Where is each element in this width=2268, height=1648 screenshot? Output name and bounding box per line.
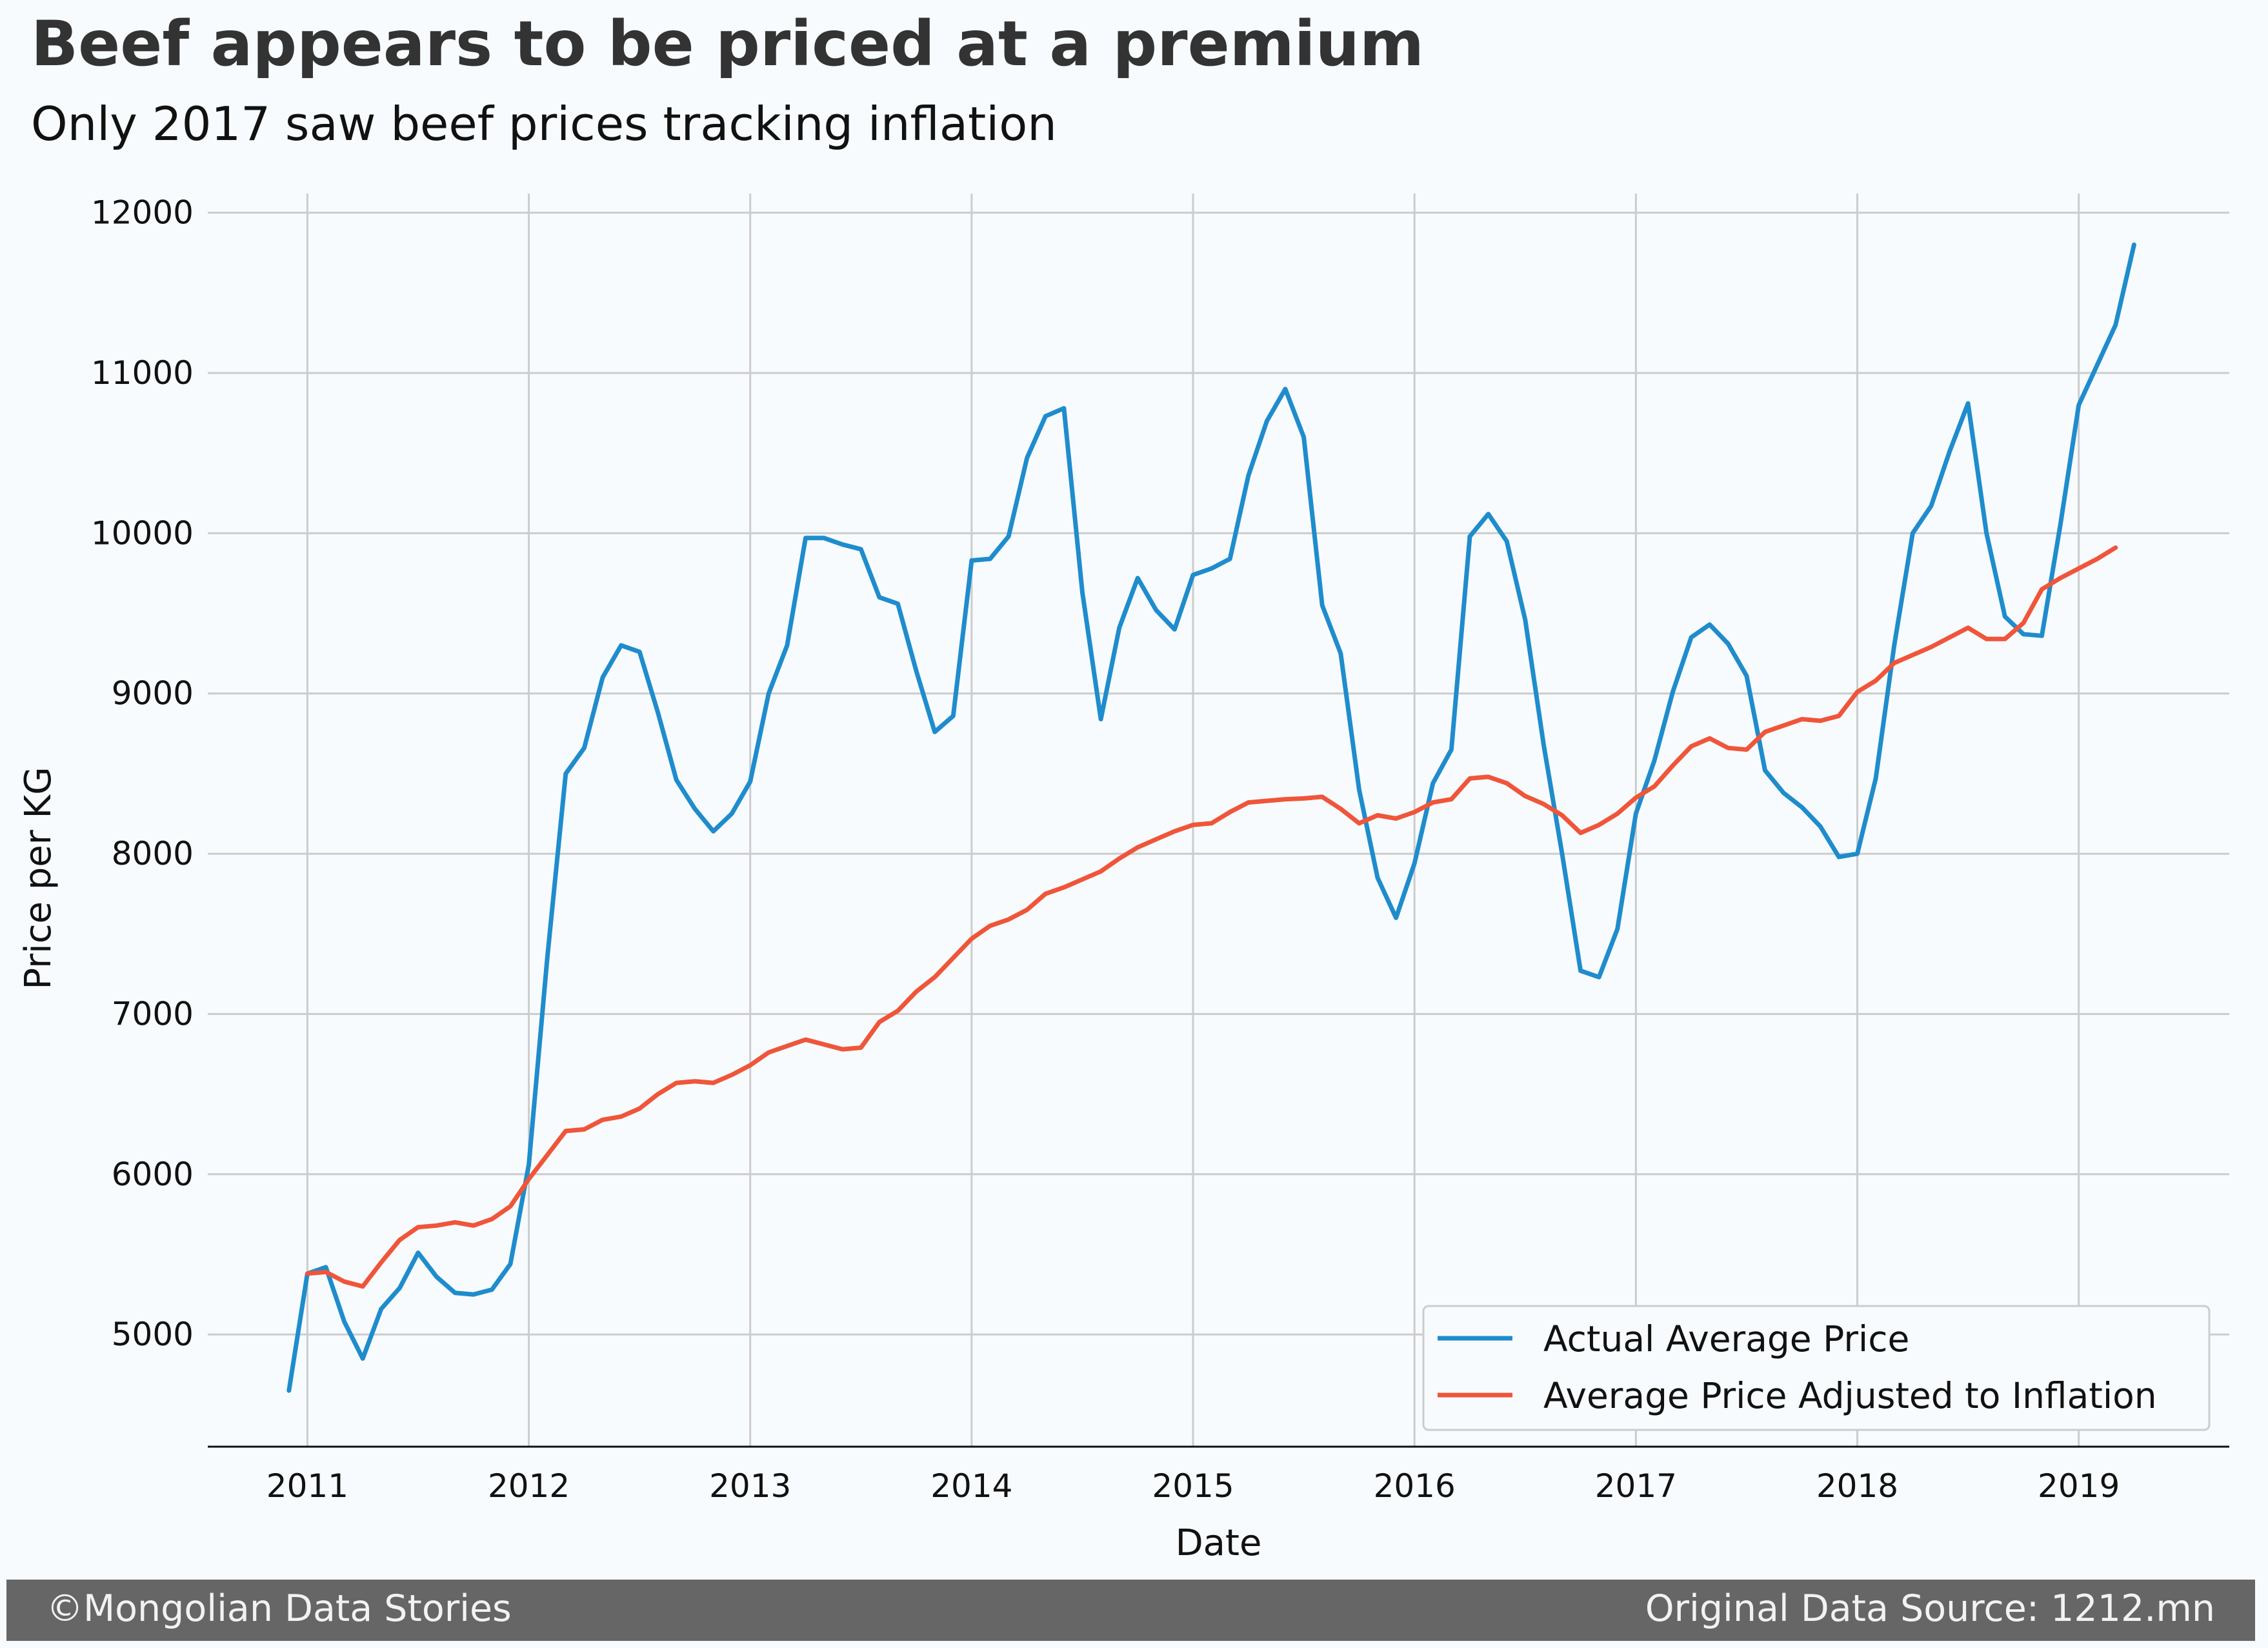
series-lines [286, 242, 2136, 1393]
chart-subtitle: Only 2017 saw beef prices tracking infla… [31, 97, 1057, 151]
y-tick-label: 11000 [91, 354, 194, 392]
x-tick-label: 2014 [930, 1467, 1012, 1505]
footer-credit: ©Mongolian Data Stories [46, 1587, 512, 1630]
inflation-adjusted-line [305, 545, 2118, 1289]
legend-label: Actual Average Price [1543, 1318, 1909, 1360]
legend-box [1422, 1305, 2211, 1431]
footer-bar: ©Mongolian Data Stories Original Data So… [6, 1580, 2255, 1641]
line-chart: 5000 6000 7000 8000 9000 10000 11000 12000 2011… [17, 194, 2229, 1564]
y-tick-label: 12000 [91, 194, 194, 232]
x-tick-label: 2019 [2038, 1467, 2120, 1505]
y-tick-label: 10000 [91, 514, 194, 552]
x-tick-labels: 2011 2012 2013 2014 2015 2016 2017 2018 2019 [266, 1467, 2120, 1505]
x-tick-label: 2011 [266, 1467, 348, 1505]
chart-title: Beef appears to be priced at a premium [31, 8, 1425, 80]
y-tick-label: 7000 [112, 995, 194, 1032]
x-tick-label: 2018 [1816, 1467, 1898, 1505]
actual-price-line [286, 242, 2136, 1393]
legend: Actual Average Price Average Price Adjust… [1422, 1305, 2211, 1431]
footer-source: Original Data Source: 1212.mn [1645, 1587, 2215, 1630]
grid-lines [208, 194, 2229, 1447]
y-axis-label: Price per KG [17, 767, 59, 989]
y-tick-labels: 5000 6000 7000 8000 9000 10000 11000 12000 [91, 194, 194, 1353]
legend-label: Average Price Adjusted to Inflation [1543, 1375, 2157, 1416]
x-axis-label: Date [1176, 1522, 1262, 1564]
x-tick-label: 2017 [1595, 1467, 1677, 1505]
y-tick-label: 5000 [112, 1316, 194, 1353]
x-tick-label: 2013 [709, 1467, 791, 1505]
y-tick-label: 8000 [112, 835, 194, 872]
x-tick-label: 2015 [1152, 1467, 1234, 1505]
x-tick-label: 2016 [1374, 1467, 1456, 1505]
y-tick-label: 9000 [112, 675, 194, 712]
y-tick-label: 6000 [112, 1156, 194, 1193]
x-tick-label: 2012 [488, 1467, 570, 1505]
